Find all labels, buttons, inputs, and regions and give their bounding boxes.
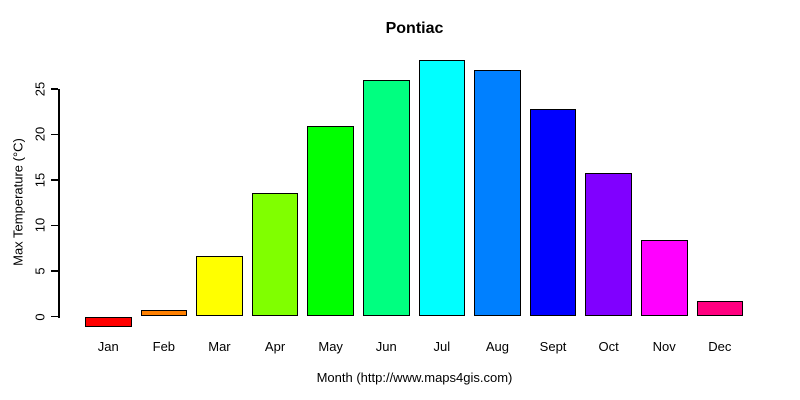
y-axis-tick — [51, 270, 58, 272]
y-axis-line — [58, 88, 60, 318]
month-label-may: May — [318, 339, 343, 354]
y-axis-tick — [51, 133, 58, 136]
month-label-mar: Mar — [208, 339, 231, 354]
month-label-sept: Sept — [539, 339, 567, 354]
y-axis-tick — [51, 179, 58, 181]
bar-nov — [641, 239, 688, 317]
bar-oct — [585, 172, 632, 317]
bar-mar — [196, 256, 243, 317]
y-axis-tick-label: 25 — [32, 81, 48, 97]
bar-dec — [696, 301, 744, 317]
bar-apr — [251, 192, 299, 317]
y-axis-tick — [51, 88, 58, 90]
bar-may — [307, 126, 354, 317]
x-axis-label: Month (http://www.maps4gis.com) — [316, 370, 513, 385]
bar-sept — [529, 108, 577, 317]
y-axis-tick-label: 10 — [32, 218, 48, 233]
y-axis-tick — [51, 224, 58, 227]
month-label-jan: Jan — [97, 339, 119, 354]
y-axis-label: Max Temperature (°C) — [10, 138, 26, 266]
month-label-nov: Nov — [652, 339, 676, 354]
y-axis-tick — [51, 315, 58, 318]
month-label-oct: Oct — [598, 339, 619, 354]
bar-jun — [363, 79, 410, 317]
month-label-aug: Aug — [485, 339, 509, 354]
y-axis-tick-label: 20 — [32, 127, 48, 142]
bar-jul — [418, 59, 466, 317]
month-label-apr: Apr — [264, 339, 286, 354]
y-axis-tick-label: 15 — [32, 172, 48, 188]
month-label-dec: Dec — [708, 339, 732, 354]
bar-jan — [85, 316, 132, 328]
bar-aug — [474, 69, 521, 317]
y-axis-tick-label: 5 — [32, 267, 48, 275]
month-label-jul: Jul — [433, 339, 451, 354]
chart-title: Pontiac — [385, 20, 444, 37]
y-axis-tick-label: 0 — [32, 312, 48, 321]
bar-feb — [140, 310, 188, 317]
month-label-jun: Jun — [375, 339, 397, 354]
month-label-feb: Feb — [152, 339, 176, 354]
